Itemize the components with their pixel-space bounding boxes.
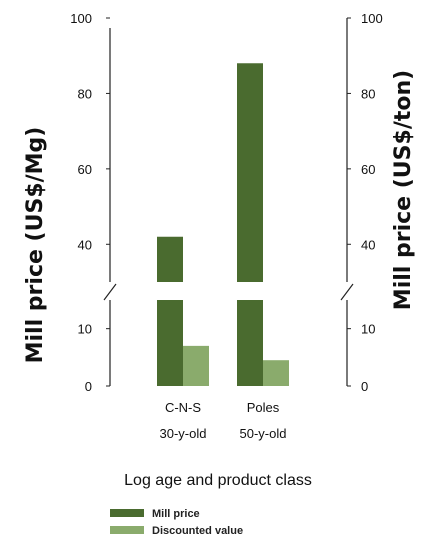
right-tick-label: 40	[361, 237, 375, 252]
right-tick-label: 100	[361, 11, 383, 26]
bar-mill-price-upper	[237, 63, 263, 282]
axes-group	[103, 18, 354, 386]
bar-mill-price-upper	[157, 236, 183, 282]
x-axis-label: Log age and product class	[124, 472, 312, 489]
legend-swatch	[110, 509, 144, 517]
legend: Mill price Discounted value	[110, 508, 243, 537]
left-tick-label: 0	[85, 379, 92, 394]
category-sublabel: 30-y-old	[160, 426, 207, 441]
right-tick-label: 60	[361, 162, 375, 177]
category-labels-group: C-N-S 30-y-old Poles 50-y-old	[160, 400, 287, 441]
ticks-group: 0 10 40 60 80 100 0 10 40 60 80 100	[70, 11, 382, 394]
left-tick-label: 100	[70, 11, 92, 26]
right-tick-label: 80	[361, 86, 375, 101]
category-sublabel: 50-y-old	[240, 426, 287, 441]
right-axis-break-mark	[340, 283, 354, 301]
bars-group	[157, 63, 289, 386]
legend-swatch	[110, 526, 144, 534]
legend-label: Discounted value	[152, 525, 243, 537]
category-label: C-N-S	[165, 400, 201, 415]
bar-mill-price-lower	[237, 300, 263, 386]
y-axis-label-right: Mill price (US$/ton)	[391, 70, 416, 310]
left-tick-label: 10	[78, 322, 92, 337]
legend-label: Mill price	[152, 508, 200, 520]
bar-mill-price-lower	[157, 300, 183, 386]
right-tick-label: 0	[361, 379, 368, 394]
left-tick-label: 60	[78, 162, 92, 177]
right-tick-label: 10	[361, 322, 375, 337]
y-axis-label-left: Mill price (US$/Mg)	[23, 127, 48, 364]
left-tick-label: 40	[78, 237, 92, 252]
bar-discounted-value	[263, 360, 289, 386]
left-tick-label: 80	[78, 86, 92, 101]
left-axis-break-mark	[103, 283, 117, 301]
bar-discounted-value	[183, 345, 209, 386]
category-label: Poles	[247, 400, 280, 415]
